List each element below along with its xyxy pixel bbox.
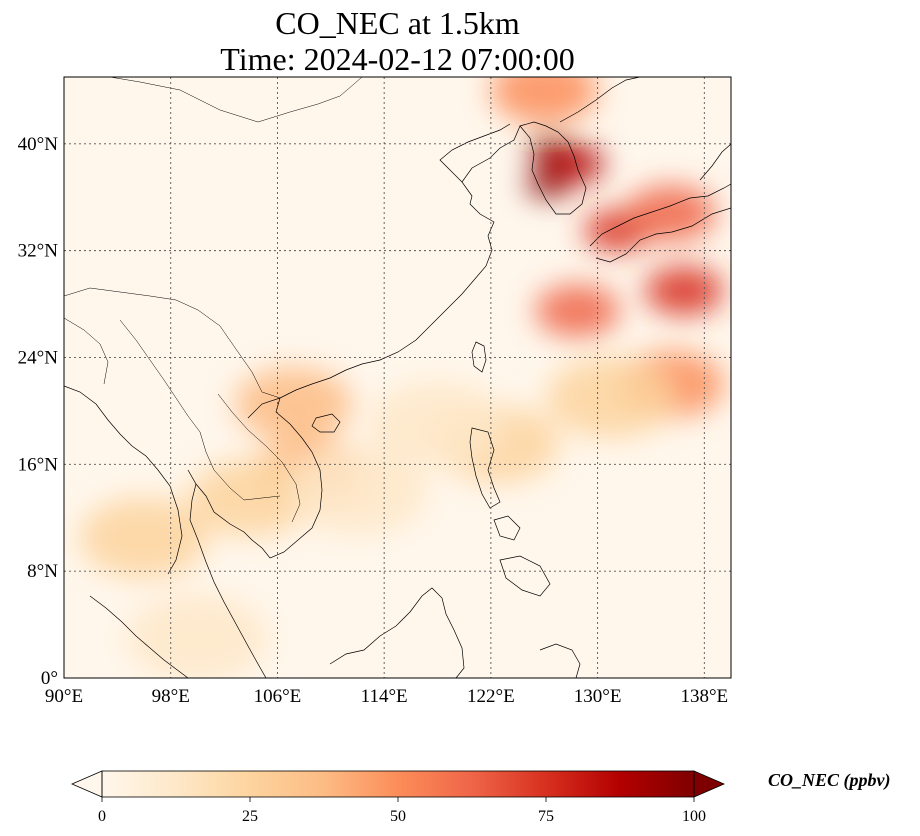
coastline-bohai xyxy=(439,123,511,183)
latitude-tick-labels: 0° 8°N 16°N 24°N 32°N 40°N xyxy=(18,134,59,689)
plume-10 xyxy=(189,459,313,537)
plume-16 xyxy=(287,447,428,535)
border-thailand xyxy=(187,415,281,501)
coastline-taiwan xyxy=(471,341,487,373)
coastline-borneo xyxy=(329,587,465,678)
coastline-russia xyxy=(559,77,641,123)
map-frame xyxy=(63,76,732,679)
lon-tick-label: 98°E xyxy=(152,686,190,707)
coastline-sumatra xyxy=(89,595,189,678)
plume-8 xyxy=(234,367,353,441)
lat-tick-label: 0° xyxy=(41,668,58,689)
coastline-china xyxy=(247,125,521,419)
border-china-north xyxy=(64,287,281,399)
lon-tick-label: 122°E xyxy=(467,686,515,707)
plume-14 xyxy=(546,357,676,438)
plume-15 xyxy=(369,381,506,467)
plume-11 xyxy=(79,497,209,579)
colorbar-tick-label: 75 xyxy=(538,808,554,825)
lat-tick-label: 32°N xyxy=(18,241,59,262)
map-title-line1: CO_NEC at 1.5km xyxy=(275,5,520,41)
colorbar-gradient xyxy=(102,771,694,797)
plume-2 xyxy=(542,144,605,184)
colorbar: 0 25 50 75 100 xyxy=(70,770,726,825)
lon-tick-label: 106°E xyxy=(254,686,302,707)
border-myanmar xyxy=(119,319,189,417)
lon-tick-label: 138°E xyxy=(680,686,728,707)
colorbar-extend-min xyxy=(70,770,103,798)
colorbar-tick-label: 0 xyxy=(98,808,106,825)
borders xyxy=(64,77,363,523)
coastline-korea xyxy=(519,121,587,215)
coastline-japan-south xyxy=(595,207,731,263)
gridlines xyxy=(64,77,731,678)
lon-tick-label: 114°E xyxy=(361,686,408,707)
coastline-luzon xyxy=(469,427,501,509)
coastline-sulawesi xyxy=(539,643,581,678)
coastline-hainan xyxy=(311,413,341,433)
colorbar-tick-label: 100 xyxy=(682,808,706,825)
lat-tick-label: 40°N xyxy=(18,134,59,155)
plume-4 xyxy=(626,185,716,242)
coastline-japan xyxy=(589,183,731,247)
map-title-line2: Time: 2024-02-12 07:00:00 xyxy=(220,41,575,77)
colorbar-tick-labels: 0 25 50 75 100 xyxy=(98,797,706,825)
coastline-visayas xyxy=(493,515,521,541)
lat-tick-label: 16°N xyxy=(18,454,59,475)
coastlines xyxy=(64,77,731,678)
colorbar-extend-max xyxy=(693,770,726,798)
plume-17 xyxy=(127,594,268,678)
border-laos-vietnam xyxy=(217,393,301,523)
lon-tick-label: 90°E xyxy=(45,686,83,707)
coastline-japan-north xyxy=(699,143,731,181)
plume-6 xyxy=(535,284,620,337)
longitude-tick-labels: 90°E 98°E 106°E 114°E 122°E 130°E 138°E xyxy=(45,686,728,707)
coastline-myanmar xyxy=(64,385,183,575)
lat-tick-label: 24°N xyxy=(18,347,59,368)
coastline-mindanao xyxy=(499,555,551,597)
plume-7 xyxy=(491,77,598,124)
border-india xyxy=(64,317,109,385)
map-plot-area xyxy=(64,77,731,678)
colorbar-label: CO_NEC (ppbv) xyxy=(768,770,891,790)
lat-tick-label: 8°N xyxy=(27,561,58,582)
coastline-malaya xyxy=(189,483,267,678)
lon-tick-label: 130°E xyxy=(574,686,622,707)
coastline-indochina xyxy=(187,397,323,559)
colorbar-tick-label: 50 xyxy=(390,808,406,825)
border-mongolia xyxy=(109,77,363,123)
plume-5 xyxy=(645,266,724,316)
colorbar-tick-label: 25 xyxy=(242,808,258,825)
